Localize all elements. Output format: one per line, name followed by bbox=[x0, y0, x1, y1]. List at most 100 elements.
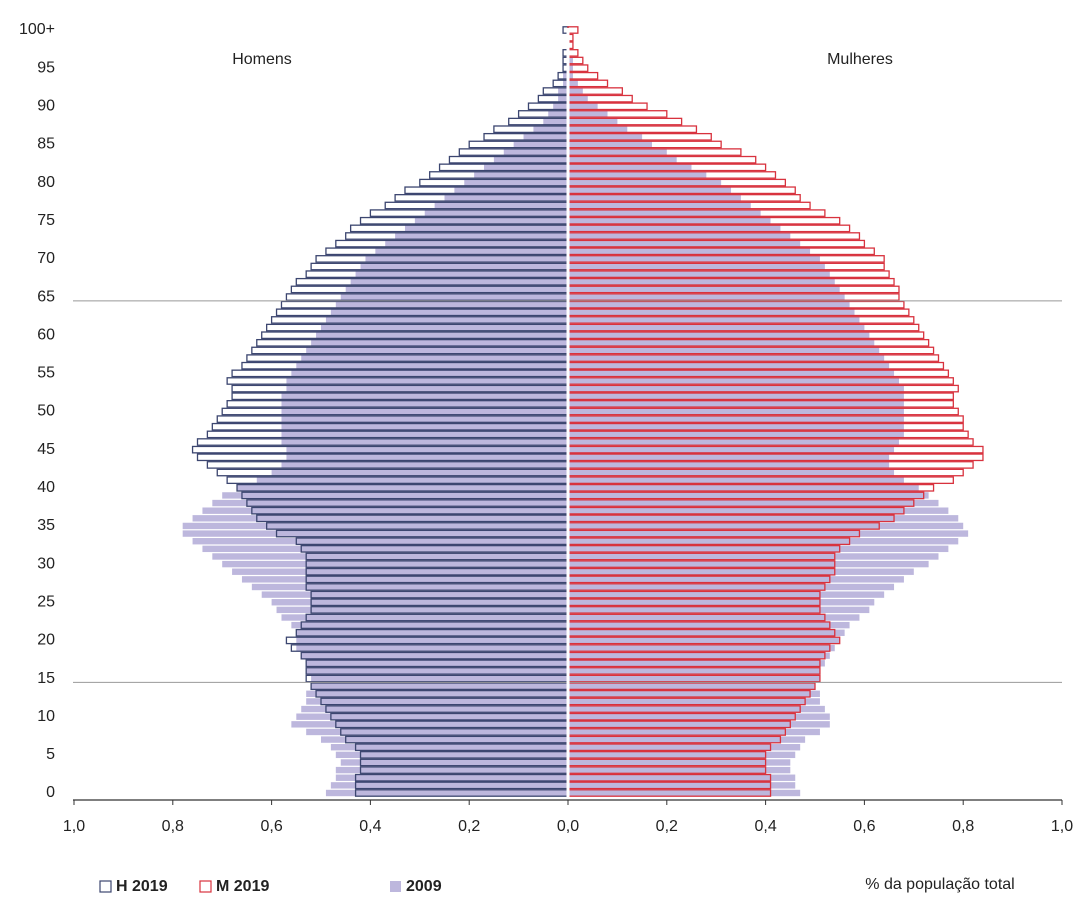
bar-filled bbox=[568, 103, 598, 110]
legend-swatch bbox=[199, 880, 212, 893]
bar-filled bbox=[568, 469, 895, 476]
bar-filled bbox=[202, 545, 568, 553]
bar-filled bbox=[261, 591, 568, 598]
bar-filled bbox=[543, 118, 568, 125]
bar-filled bbox=[340, 759, 568, 766]
bar-filled bbox=[568, 515, 959, 522]
bar-filled bbox=[182, 530, 568, 537]
bar-filled bbox=[568, 553, 939, 560]
bar-filled bbox=[192, 515, 568, 522]
bar-filled bbox=[568, 187, 732, 194]
bar-filled bbox=[568, 431, 904, 438]
bar-filled bbox=[568, 316, 860, 324]
bar-filled bbox=[568, 232, 791, 240]
bar-filled bbox=[568, 133, 643, 141]
bar-filled bbox=[345, 286, 568, 293]
bar-filled bbox=[281, 408, 568, 415]
bar-filled bbox=[568, 721, 830, 728]
bar-filled bbox=[568, 522, 964, 530]
bar-filled bbox=[568, 141, 652, 148]
bar-filled bbox=[281, 415, 568, 423]
bar-filled bbox=[568, 591, 885, 598]
x-tick-label: 1,0 bbox=[1051, 818, 1073, 835]
x-axis-label: % da população total bbox=[865, 876, 1014, 893]
bar-filled bbox=[296, 629, 568, 636]
bar-filled bbox=[568, 278, 835, 285]
legend-label: H 2019 bbox=[116, 878, 168, 895]
bar-filled bbox=[296, 637, 568, 644]
y-tick-label: 30 bbox=[37, 555, 55, 572]
bar-filled bbox=[568, 408, 904, 415]
y-tick-label: 65 bbox=[37, 288, 55, 305]
y-tick-label: 80 bbox=[37, 174, 55, 191]
bar-filled bbox=[306, 728, 568, 736]
bar-filled bbox=[256, 476, 568, 484]
bar-filled bbox=[296, 362, 568, 369]
legend-swatch bbox=[99, 880, 112, 893]
bar-filled bbox=[464, 179, 568, 186]
bar-filled bbox=[306, 690, 568, 698]
bar-filled bbox=[414, 217, 568, 224]
y-tick-label: 15 bbox=[37, 670, 55, 687]
bar-filled bbox=[444, 194, 568, 202]
bar-filled bbox=[301, 705, 568, 713]
bar-filled bbox=[568, 95, 588, 102]
y-tick-label: 70 bbox=[37, 250, 55, 267]
bar-filled bbox=[568, 423, 904, 430]
bar-filled bbox=[321, 736, 568, 743]
bar-filled bbox=[568, 72, 573, 79]
y-tick-label: 55 bbox=[37, 365, 55, 382]
bar-filled bbox=[212, 553, 568, 560]
bar-filled bbox=[568, 484, 919, 491]
y-tick-label: 60 bbox=[37, 326, 55, 343]
bar-filled bbox=[568, 690, 820, 698]
bar-filled bbox=[222, 492, 568, 499]
x-tick-label: 0,6 bbox=[260, 818, 282, 835]
bar-filled bbox=[296, 644, 568, 652]
bar-filled bbox=[568, 110, 608, 118]
bar-filled bbox=[281, 393, 568, 400]
bar-filled bbox=[493, 156, 568, 163]
bar-filled bbox=[568, 354, 885, 362]
bar-filled bbox=[568, 621, 850, 629]
bar-filled bbox=[568, 675, 820, 682]
bar-filled bbox=[568, 728, 820, 736]
bar-filled bbox=[568, 293, 845, 301]
bar-filled bbox=[568, 759, 791, 766]
bar-filled bbox=[281, 423, 568, 430]
bar-filled bbox=[306, 698, 568, 705]
bar-filled bbox=[568, 339, 875, 347]
bar-filled bbox=[568, 209, 761, 217]
bar-filled bbox=[568, 263, 825, 270]
bar-filled bbox=[568, 194, 741, 202]
bar-filled bbox=[568, 560, 929, 568]
bar-filled bbox=[568, 766, 791, 774]
bar-filled bbox=[548, 110, 568, 118]
bar-filled bbox=[330, 309, 568, 316]
panel-title: Homens bbox=[232, 51, 292, 68]
bar-filled bbox=[301, 652, 568, 659]
bar-filled bbox=[335, 766, 568, 774]
bar-filled bbox=[251, 583, 568, 591]
bar-filled bbox=[385, 240, 568, 247]
bar-filled bbox=[281, 438, 568, 446]
bar-filled bbox=[311, 682, 568, 690]
bar-filled bbox=[404, 225, 568, 232]
bar-filled bbox=[355, 270, 568, 278]
x-tick-label: 0,2 bbox=[458, 818, 480, 835]
bar-filled bbox=[340, 293, 568, 301]
bar-filled bbox=[568, 438, 899, 446]
legend-label: M 2019 bbox=[216, 878, 269, 895]
bar-filled bbox=[232, 568, 568, 575]
y-tick-label: 0 bbox=[46, 784, 55, 801]
bar-filled bbox=[568, 476, 904, 484]
y-tick-label: 5 bbox=[46, 746, 55, 763]
bar-filled bbox=[568, 156, 677, 163]
x-tick-label: 0,6 bbox=[853, 818, 875, 835]
bar-filled bbox=[568, 507, 949, 514]
bar-filled bbox=[301, 354, 568, 362]
bar-filled bbox=[276, 606, 568, 614]
bar-filled bbox=[350, 278, 568, 285]
bar-filled bbox=[281, 431, 568, 438]
bar-filled bbox=[434, 202, 568, 209]
